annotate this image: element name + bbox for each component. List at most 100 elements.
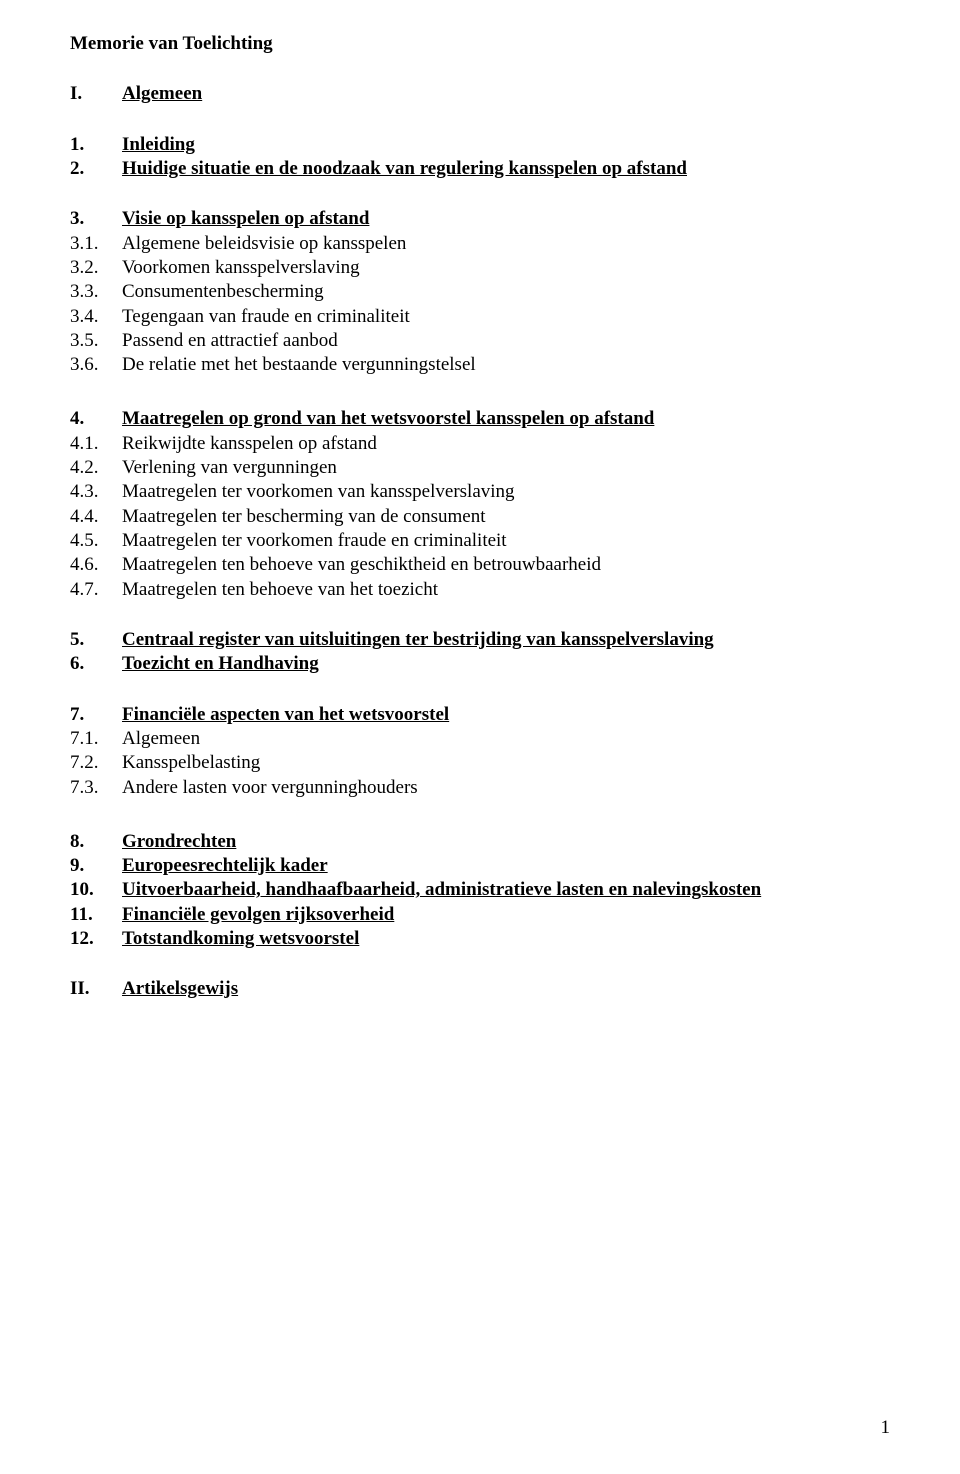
toc-number: 6. <box>70 652 122 676</box>
page-number: 1 <box>881 1416 891 1440</box>
document-title: Memorie van Toelichting <box>70 32 890 56</box>
toc-row: 3.Visie op kansspelen op afstand <box>70 207 890 231</box>
toc-number: 3.6. <box>70 353 122 377</box>
toc-text: Reikwijdte kansspelen op afstand <box>122 432 377 456</box>
table-of-contents: I.Algemeen1.Inleiding2.Huidige situatie … <box>70 82 890 1001</box>
toc-number: 2. <box>70 157 122 181</box>
toc-row: 4.5.Maatregelen ter voorkomen fraude en … <box>70 529 890 553</box>
toc-row: 3.1.Algemene beleidsvisie op kansspelen <box>70 232 890 256</box>
toc-text: Visie op kansspelen op afstand <box>122 207 369 231</box>
toc-number: 1. <box>70 133 122 157</box>
toc-row: 3.4.Tegengaan van fraude en criminalitei… <box>70 305 890 329</box>
toc-number: 3.3. <box>70 280 122 304</box>
toc-number: 4.7. <box>70 578 122 602</box>
toc-text: Europeesrechtelijk kader <box>122 854 328 878</box>
toc-text: Kansspelbelasting <box>122 751 260 775</box>
toc-section: 5.Centraal register van uitsluitingen te… <box>70 628 890 677</box>
toc-section: 8.Grondrechten9.Europeesrechtelijk kader… <box>70 830 890 952</box>
toc-number: 3.1. <box>70 232 122 256</box>
toc-text: Algemeen <box>122 82 202 106</box>
toc-row: 3.5.Passend en attractief aanbod <box>70 329 890 353</box>
toc-number: 4.1. <box>70 432 122 456</box>
toc-number: 4.5. <box>70 529 122 553</box>
toc-text: De relatie met het bestaande vergunnings… <box>122 353 476 377</box>
toc-text: Financiële aspecten van het wetsvoorstel <box>122 703 449 727</box>
toc-text: Artikelsgewijs <box>122 977 238 1001</box>
toc-number: 3.2. <box>70 256 122 280</box>
toc-section: 7.Financiële aspecten van het wetsvoorst… <box>70 703 890 800</box>
toc-text: Totstandkoming wetsvoorstel <box>122 927 359 951</box>
toc-number: 3.4. <box>70 305 122 329</box>
toc-row: 7.3.Andere lasten voor vergunninghouders <box>70 776 890 800</box>
toc-text: Toezicht en Handhaving <box>122 652 319 676</box>
toc-text: Verlening van vergunningen <box>122 456 337 480</box>
toc-text: Maatregelen ter bescherming van de consu… <box>122 505 486 529</box>
toc-text: Maatregelen op grond van het wetsvoorste… <box>122 407 654 431</box>
toc-text: Maatregelen ter voorkomen van kansspelve… <box>122 480 515 504</box>
toc-section: II.Artikelsgewijs <box>70 977 890 1001</box>
toc-text: Financiële gevolgen rijksoverheid <box>122 903 394 927</box>
toc-text: Maatregelen ter voorkomen fraude en crim… <box>122 529 507 553</box>
toc-number: 4.6. <box>70 553 122 577</box>
toc-section: 3.Visie op kansspelen op afstand3.1.Alge… <box>70 207 890 377</box>
toc-text: Tegengaan van fraude en criminaliteit <box>122 305 410 329</box>
toc-text: Andere lasten voor vergunninghouders <box>122 776 418 800</box>
toc-row: 4.Maatregelen op grond van het wetsvoors… <box>70 407 890 431</box>
toc-text: Huidige situatie en de noodzaak van regu… <box>122 157 687 181</box>
toc-row: 5.Centraal register van uitsluitingen te… <box>70 628 890 652</box>
toc-number: 9. <box>70 854 122 878</box>
toc-number: II. <box>70 977 122 1001</box>
toc-row: 4.4.Maatregelen ter bescherming van de c… <box>70 505 890 529</box>
toc-row: 11.Financiële gevolgen rijksoverheid <box>70 903 890 927</box>
toc-number: 4.3. <box>70 480 122 504</box>
toc-row: 7.1.Algemeen <box>70 727 890 751</box>
toc-number: 10. <box>70 878 122 902</box>
toc-number: 4.2. <box>70 456 122 480</box>
toc-number: 11. <box>70 903 122 927</box>
toc-number: 7.1. <box>70 727 122 751</box>
toc-row: 2.Huidige situatie en de noodzaak van re… <box>70 157 890 181</box>
toc-row: 1.Inleiding <box>70 133 890 157</box>
toc-section: I.Algemeen <box>70 82 890 106</box>
toc-row: 3.2.Voorkomen kansspelverslaving <box>70 256 890 280</box>
document-page: Memorie van Toelichting I.Algemeen1.Inle… <box>0 0 960 1474</box>
toc-number: 8. <box>70 830 122 854</box>
toc-text: Inleiding <box>122 133 195 157</box>
toc-text: Centraal register van uitsluitingen ter … <box>122 628 714 652</box>
toc-number: I. <box>70 82 122 106</box>
toc-text: Grondrechten <box>122 830 236 854</box>
toc-number: 7. <box>70 703 122 727</box>
toc-row: 4.3.Maatregelen ter voorkomen van kanssp… <box>70 480 890 504</box>
toc-number: 4.4. <box>70 505 122 529</box>
toc-section: 1.Inleiding2.Huidige situatie en de nood… <box>70 133 890 182</box>
toc-number: 4. <box>70 407 122 431</box>
toc-row: 9.Europeesrechtelijk kader <box>70 854 890 878</box>
toc-text: Uitvoerbaarheid, handhaafbaarheid, admin… <box>122 878 761 902</box>
toc-number: 12. <box>70 927 122 951</box>
toc-number: 3.5. <box>70 329 122 353</box>
toc-section: 4.Maatregelen op grond van het wetsvoors… <box>70 407 890 602</box>
toc-row: 12.Totstandkoming wetsvoorstel <box>70 927 890 951</box>
toc-text: Voorkomen kansspelverslaving <box>122 256 360 280</box>
toc-text: Maatregelen ten behoeve van het toezicht <box>122 578 438 602</box>
toc-row: 8.Grondrechten <box>70 830 890 854</box>
toc-number: 5. <box>70 628 122 652</box>
toc-text: Passend en attractief aanbod <box>122 329 338 353</box>
toc-number: 3. <box>70 207 122 231</box>
toc-row: 3.6.De relatie met het bestaande vergunn… <box>70 353 890 377</box>
toc-row: 7.Financiële aspecten van het wetsvoorst… <box>70 703 890 727</box>
toc-text: Maatregelen ten behoeve van geschiktheid… <box>122 553 601 577</box>
toc-row: 6.Toezicht en Handhaving <box>70 652 890 676</box>
toc-row: I.Algemeen <box>70 82 890 106</box>
toc-row: 10.Uitvoerbaarheid, handhaafbaarheid, ad… <box>70 878 890 902</box>
toc-text: Algemeen <box>122 727 200 751</box>
toc-row: 7.2.Kansspelbelasting <box>70 751 890 775</box>
toc-row: II.Artikelsgewijs <box>70 977 890 1001</box>
toc-row: 4.1.Reikwijdte kansspelen op afstand <box>70 432 890 456</box>
toc-number: 7.3. <box>70 776 122 800</box>
toc-text: Algemene beleidsvisie op kansspelen <box>122 232 406 256</box>
toc-text: Consumentenbescherming <box>122 280 324 304</box>
toc-row: 4.7.Maatregelen ten behoeve van het toez… <box>70 578 890 602</box>
toc-row: 3.3.Consumentenbescherming <box>70 280 890 304</box>
toc-row: 4.6.Maatregelen ten behoeve van geschikt… <box>70 553 890 577</box>
